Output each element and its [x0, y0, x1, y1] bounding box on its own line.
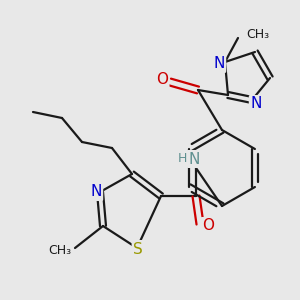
Text: H: H [177, 152, 187, 164]
Text: CH₃: CH₃ [48, 244, 71, 257]
Text: S: S [133, 242, 143, 256]
Text: O: O [202, 218, 214, 233]
Text: N: N [250, 97, 262, 112]
Text: N: N [213, 56, 225, 71]
Text: CH₃: CH₃ [246, 28, 269, 40]
Text: N: N [90, 184, 102, 200]
Text: N: N [188, 152, 200, 166]
Text: O: O [156, 73, 168, 88]
